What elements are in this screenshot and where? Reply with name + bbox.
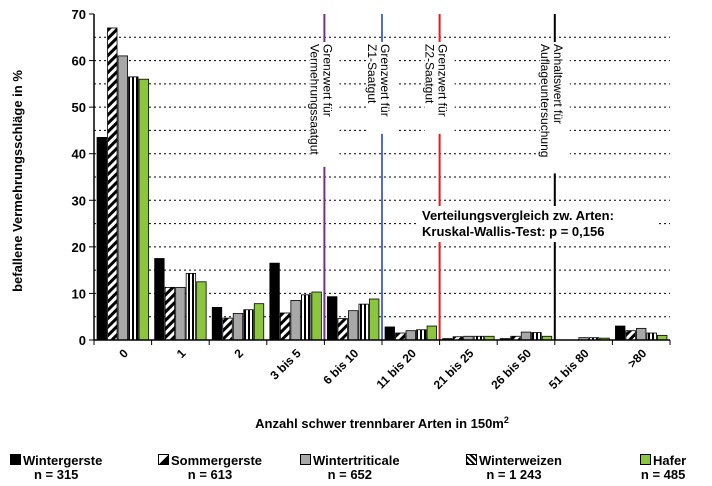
threshold-label: Grenzwert fürVermehrungssaatgut [307, 42, 340, 167]
bar [290, 300, 301, 341]
legend-item-wintertriticale: Wintertriticale n = 652 [300, 454, 400, 482]
x-tick-label: 21 bis 25 [431, 346, 477, 392]
bar [625, 330, 636, 341]
bars [96, 27, 668, 341]
legend-swatch-sommergerste [158, 454, 169, 465]
bar [358, 303, 369, 341]
threshold-label-bg [539, 42, 570, 174]
x-tick-label: >80 [625, 346, 650, 371]
legend-count: n = 485 [640, 467, 686, 482]
bar [154, 258, 165, 341]
legend-item-winterweizen: Winterweizen n = 1 243 [466, 454, 562, 482]
legend-swatch-wintertriticale [300, 454, 311, 465]
threshold-lines: Grenzwert fürVermehrungssaatgut Grenzwert… [307, 14, 570, 340]
legend-swatch-winterweizen [466, 454, 477, 465]
bar [175, 286, 186, 341]
legend-item-hafer: Hafer n = 485 [640, 454, 686, 482]
y-tick-label: 40 [72, 147, 86, 162]
bar [185, 273, 197, 341]
legend-label: Sommergerste [171, 453, 263, 468]
x-tick-label: 11 bis 20 [374, 346, 420, 392]
bar [107, 27, 118, 341]
y-tick-label: 60 [72, 54, 86, 69]
bar [531, 332, 542, 341]
legend-count: n = 1 243 [486, 467, 542, 482]
bar [646, 332, 657, 341]
threshold-label-bg [367, 42, 397, 134]
x-tick-label: 3 bis 5 [267, 346, 304, 383]
bar [426, 325, 437, 341]
threshold-label-text: Anhaltswert fürAuflageuntersuchung [538, 44, 565, 157]
annotation-bg [417, 206, 657, 242]
bar [164, 286, 176, 341]
legend-label: Winterweizen [479, 453, 562, 468]
y-tick-label: 0 [79, 333, 86, 348]
bar [243, 309, 254, 341]
y-tick-label: 50 [72, 100, 86, 115]
bar [405, 330, 416, 341]
bar [196, 281, 207, 341]
bar [128, 76, 139, 341]
threshold-label-bg [309, 42, 340, 167]
x-tick-label: 0 [116, 346, 131, 361]
bar [269, 262, 280, 341]
bar [253, 303, 265, 341]
x-tick-label: 6 bis 10 [320, 346, 361, 387]
legend-label: Wintertriticale [313, 453, 400, 468]
bar [416, 329, 427, 341]
legend-item-wintergerste: Wintergerste n = 315 [10, 454, 102, 482]
threshold-label-text: Grenzwert fürVermehrungssaatgut [307, 44, 334, 155]
chart-svg: Grenzwert fürVermehrungssaatgut Grenzwert… [10, 7, 671, 431]
annotation-line: Kruskal-Wallis-Test: p = 0,156 [422, 224, 604, 239]
legend-label: Wintergerste [23, 453, 103, 468]
threshold-label-text: Grenzwert fürZ2-Saatgut [423, 44, 450, 117]
y-tick-label: 70 [72, 7, 86, 22]
threshold-label: Anhaltswert fürAuflageuntersuchung [538, 42, 570, 174]
legend-label: Hafer [653, 453, 687, 468]
threshold-label-bg [424, 42, 455, 134]
bar [636, 327, 647, 341]
legend: Wintergerste n = 315 Sommergerste n = 61… [0, 454, 712, 486]
threshold-label-text: Grenzwert fürZ1-Saatgut [365, 44, 392, 117]
legend-count: n = 652 [327, 467, 373, 482]
bar [520, 331, 532, 341]
bar [211, 306, 223, 341]
y-tick-label: 10 [72, 286, 86, 301]
y-tick-label: 20 [72, 240, 86, 255]
bar [348, 310, 359, 341]
x-tick-label: 51 bis 80 [546, 346, 592, 392]
bar [279, 312, 291, 341]
bar [615, 325, 626, 341]
bar [327, 296, 338, 341]
bar [384, 326, 395, 341]
bar [395, 332, 406, 341]
y-tick-label: 30 [72, 193, 86, 208]
bar [311, 291, 322, 341]
bar [369, 298, 380, 341]
legend-swatch-hafer [640, 454, 651, 465]
bar [300, 294, 312, 341]
bar [117, 55, 128, 341]
threshold-label: Grenzwert fürZ2-Saatgut [423, 42, 455, 134]
annotation-line: Verteilungsvergleich zw. Arten: [422, 208, 614, 223]
annotation: Verteilungsvergleich zw. Arten:Kruskal-W… [417, 206, 657, 242]
x-tick-label: 26 bis 50 [488, 346, 534, 392]
y-axis-title: befallene Vermehrungsschläge in % [10, 70, 25, 292]
x-tick-label: 1 [174, 346, 189, 361]
x-axis-title: Anzahl schwer trennbarer Arten in 150m2 [255, 415, 509, 431]
legend-count: n = 315 [33, 467, 79, 482]
bar [96, 137, 107, 341]
legend-count: n = 613 [187, 467, 233, 482]
legend-swatch-wintergerste [10, 454, 21, 465]
legend-item-sommergerste: Sommergerste n = 613 [158, 454, 262, 482]
bar [222, 317, 233, 341]
bar [138, 78, 149, 341]
bar [232, 313, 244, 341]
bar [337, 318, 348, 341]
x-tick-label: 2 [231, 346, 246, 361]
threshold-label: Grenzwert fürZ1-Saatgut [365, 42, 397, 134]
